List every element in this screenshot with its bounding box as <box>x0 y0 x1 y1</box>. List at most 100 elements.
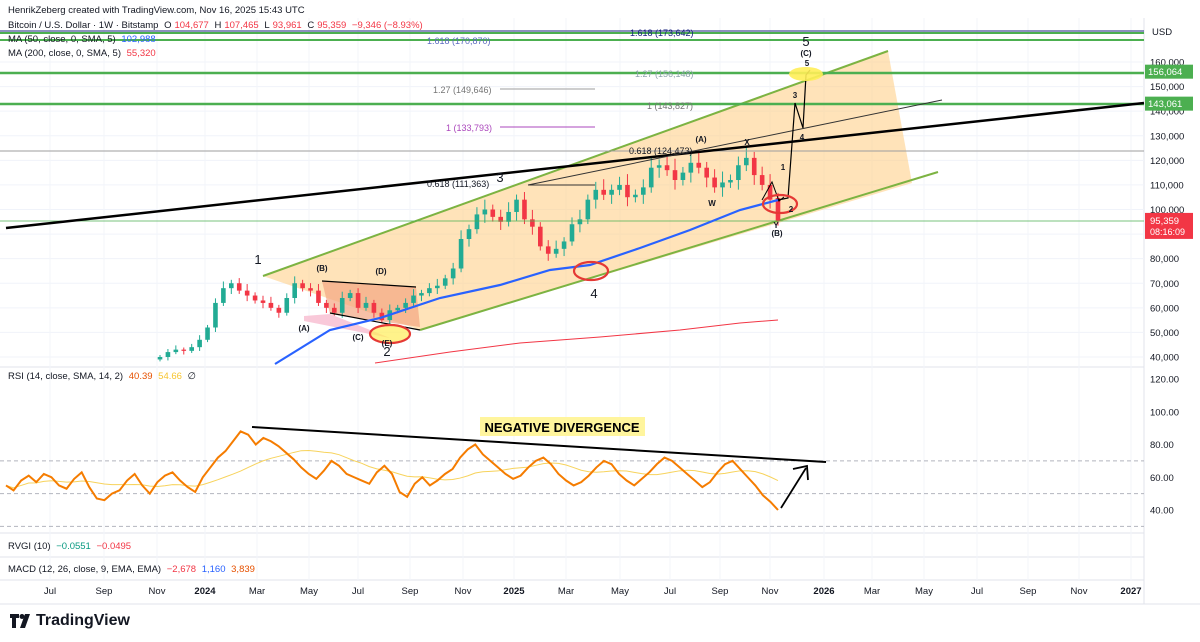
candle-body <box>720 182 725 188</box>
rising-channel-fill <box>263 51 912 330</box>
rsi-layer: NEGATIVE DIVERGENCE <box>0 417 1144 527</box>
candle <box>458 230 464 273</box>
candle <box>490 204 496 222</box>
macd-legend[interactable]: MACD (12, 26, close, 9, EMA, EMA) −2,678… <box>8 564 258 575</box>
candle-body <box>474 214 480 230</box>
rsi-line <box>5 430 779 511</box>
ma200-legend[interactable]: MA (200, close, 0, SMA, 5) 55,320 <box>8 48 159 59</box>
candle-body <box>648 167 654 188</box>
candle <box>688 154 694 183</box>
candle <box>522 191 527 225</box>
channel-upper-line <box>262 50 889 277</box>
candle <box>751 151 757 185</box>
candle-body <box>585 199 591 220</box>
candle <box>641 179 646 204</box>
credit-line: HenrikZeberg created with TradingView.co… <box>8 5 308 16</box>
candle-body <box>411 295 416 303</box>
candle <box>165 348 171 361</box>
macd-label: MACD (12, 26, close, 9, EMA, EMA) <box>8 564 162 575</box>
candle <box>213 298 218 332</box>
candle <box>411 289 416 306</box>
ma200-label: MA (200, close, 0, SMA, 5) <box>8 48 121 59</box>
wave-label: (A) <box>695 135 706 144</box>
time-tick-label: 2027 <box>1120 586 1141 597</box>
rsi-label: RSI (14, close, SMA, 14, 2) <box>8 371 124 382</box>
candle-body <box>339 298 345 313</box>
fib-level-label: 1.27 (149,646) <box>433 85 492 95</box>
candle-body <box>506 211 511 222</box>
grid <box>0 18 1144 580</box>
candle <box>759 166 765 191</box>
time-tick-label: Nov <box>149 586 166 597</box>
rsi-value: 40.39 <box>128 371 153 382</box>
price-tick-label: 60,000 <box>1150 303 1179 314</box>
last-price-label: 95,359 <box>1150 216 1179 227</box>
time-tick-label: May <box>300 586 318 597</box>
rvgi-legend[interactable]: RVGI (10) −0.0551 −0.0495 <box>8 541 134 552</box>
rsi-extra: ∅ <box>187 371 196 382</box>
time-tick-label: Sep <box>712 586 729 597</box>
fib-level-label: 0.618 (111,363) <box>427 179 489 189</box>
candle-body <box>395 307 400 311</box>
candle-body <box>530 219 535 227</box>
candle <box>205 324 210 343</box>
ma50-legend[interactable]: MA (50, close, 0, SMA, 5) 102,988 <box>8 34 159 45</box>
wave-label: 5 <box>805 59 810 68</box>
wave-label: X <box>744 138 750 147</box>
candle-body <box>308 288 313 291</box>
candle <box>538 222 543 251</box>
macd-v3: 3,839 <box>231 564 255 575</box>
wave-label: 1 <box>781 163 786 172</box>
price-tick-label: 160,000 <box>1150 58 1184 69</box>
candle <box>474 207 480 234</box>
fib-level-label: 1.618 (170,870) <box>427 36 491 46</box>
candle-body <box>633 194 638 198</box>
candle <box>672 158 678 190</box>
time-tick-label: Nov <box>455 586 472 597</box>
countdown-label: 08:16:09 <box>1150 227 1185 237</box>
candle <box>482 199 488 223</box>
candle <box>442 274 448 290</box>
candle-body <box>268 302 274 308</box>
tradingview-brand[interactable]: TradingView <box>10 612 130 630</box>
last-price-badge <box>1145 212 1193 239</box>
wave-label: 2 <box>789 205 794 214</box>
rsi-tick-label: 80.00 <box>1150 440 1174 451</box>
o-value: 104,677 <box>174 20 209 31</box>
candle-body <box>347 293 353 298</box>
candle <box>435 278 440 295</box>
l-label: L <box>264 20 270 31</box>
rsi-legend[interactable]: RSI (14, close, SMA, 14, 2) 40.39 54.66 … <box>8 371 199 382</box>
candle <box>664 156 670 176</box>
candle <box>609 184 614 204</box>
candle-body <box>466 229 472 239</box>
wave-label: 3 <box>793 91 798 100</box>
candle-body <box>252 295 258 301</box>
price-tick-label: 50,000 <box>1150 328 1179 339</box>
h-label: H <box>214 20 222 31</box>
o-label: O <box>164 20 172 31</box>
fib-level-label: 1.27 (156,148) <box>635 69 694 79</box>
rsi-tick-label: 100.00 <box>1150 407 1179 418</box>
candle <box>744 145 749 172</box>
candle <box>268 296 274 311</box>
time-tick-label: Mar <box>864 586 880 597</box>
c-label: C <box>307 20 315 31</box>
candle-body <box>260 300 266 303</box>
wave-label: 5 <box>802 34 809 49</box>
time-tick-label: Jul <box>352 586 364 597</box>
candle <box>633 189 638 203</box>
candle <box>720 171 725 197</box>
candle <box>260 295 266 309</box>
highlight-circle <box>572 260 610 282</box>
rvgi-v1: −0.0551 <box>56 541 91 552</box>
candle-body <box>704 167 709 178</box>
candle <box>712 169 717 193</box>
candle <box>189 343 194 353</box>
price-tick-label: 110,000 <box>1150 180 1184 191</box>
candle <box>236 278 242 294</box>
wave-label: 2 <box>383 344 390 359</box>
divergence-line <box>251 426 827 463</box>
candle <box>308 283 313 297</box>
